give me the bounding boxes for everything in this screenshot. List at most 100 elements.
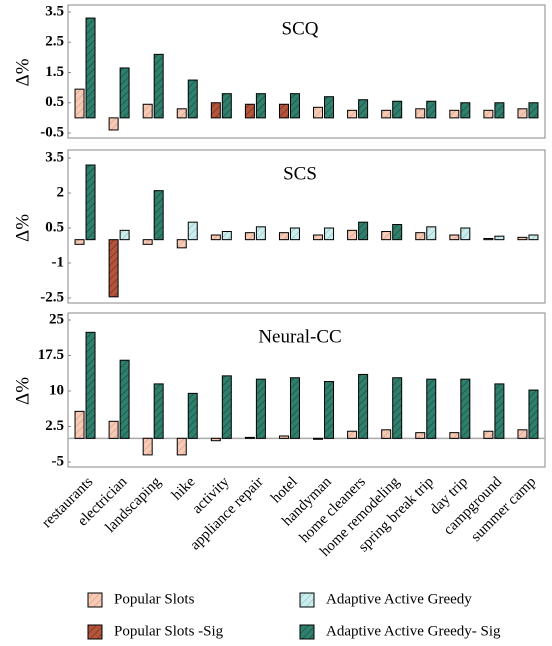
bar — [108, 420, 119, 439]
bar — [449, 109, 460, 119]
bar — [176, 108, 187, 119]
y-tick-label: 2.5 — [45, 418, 64, 434]
legend-swatch — [299, 592, 315, 608]
bar — [528, 234, 539, 241]
bar — [108, 239, 119, 298]
bar — [244, 103, 255, 119]
bar — [289, 227, 300, 241]
legend-label: Adaptive Active Greedy — [326, 591, 472, 607]
bar — [119, 229, 130, 241]
panel-title: SCQ — [282, 18, 319, 39]
bar — [483, 430, 494, 439]
legend-swatch — [87, 592, 103, 608]
bar — [494, 383, 505, 439]
bar — [289, 377, 300, 439]
bar — [221, 231, 232, 241]
bar — [358, 221, 369, 241]
bar — [244, 232, 255, 241]
legend-swatch — [299, 624, 315, 640]
y-tick-label: 10 — [49, 382, 64, 398]
bar — [460, 102, 471, 119]
bar — [176, 437, 187, 456]
bar — [210, 437, 221, 442]
plot-frame — [67, 149, 546, 304]
bar — [108, 117, 119, 131]
bar — [313, 234, 324, 241]
bar — [517, 236, 528, 241]
bar — [415, 108, 426, 119]
bar — [517, 108, 528, 119]
legend-label: Popular Slots -Sig — [114, 623, 224, 639]
bar — [221, 93, 232, 119]
bar — [324, 227, 335, 241]
bar — [119, 67, 130, 119]
bar — [426, 100, 437, 119]
y-tick-label: 1.5 — [45, 64, 64, 80]
y-tick-label: 3.5 — [45, 149, 64, 165]
bar — [528, 102, 539, 119]
bar — [119, 359, 130, 439]
bar — [460, 378, 471, 439]
bar — [187, 392, 198, 439]
y-tick-label: 2.5 — [45, 34, 64, 50]
bar — [381, 231, 392, 241]
bar — [347, 109, 358, 119]
panel-title: Neural-CC — [258, 326, 341, 347]
bar — [142, 103, 153, 119]
bar — [392, 377, 403, 439]
bar — [324, 96, 335, 119]
bar — [255, 378, 266, 439]
bar — [74, 239, 85, 245]
bar — [187, 79, 198, 119]
bar — [358, 373, 369, 439]
y-tick-label: -2.5 — [40, 289, 64, 305]
y-tick-label: -0.5 — [40, 124, 64, 140]
y-axis-label: Δ% — [12, 58, 33, 86]
bar — [74, 88, 85, 119]
x-tick-label: hike — [169, 474, 199, 504]
bar — [221, 375, 232, 439]
bar — [153, 383, 164, 439]
bar — [358, 99, 369, 119]
bar — [494, 235, 505, 241]
bar — [347, 229, 358, 241]
bar — [278, 435, 289, 439]
bar — [449, 234, 460, 241]
bar — [153, 53, 164, 119]
bar — [210, 102, 221, 119]
bar — [392, 224, 403, 241]
bar — [74, 410, 85, 439]
bar — [347, 430, 358, 439]
legend-label: Adaptive Active Greedy- Sig — [326, 623, 501, 639]
bar — [528, 389, 539, 439]
bar — [187, 221, 198, 241]
bar — [483, 238, 494, 241]
y-tick-label: -1 — [52, 254, 65, 270]
bar — [255, 226, 266, 241]
bar — [324, 381, 335, 439]
bar — [392, 100, 403, 119]
bar — [313, 106, 324, 119]
y-tick-label: -5 — [52, 453, 65, 469]
y-tick-label: 0.5 — [45, 219, 64, 235]
bar — [85, 164, 96, 241]
bar — [381, 429, 392, 439]
bar — [255, 93, 266, 119]
panel-title: SCS — [283, 163, 317, 184]
bar — [415, 432, 426, 439]
bar — [278, 103, 289, 119]
bar — [278, 232, 289, 241]
plot-frame — [67, 312, 546, 468]
y-tick-label: 17.5 — [38, 347, 64, 363]
bar — [415, 232, 426, 241]
bar — [176, 239, 187, 249]
bar — [142, 437, 153, 456]
bar — [153, 190, 164, 241]
legend-label: Popular Slots — [114, 591, 195, 607]
bar — [494, 102, 505, 119]
bar — [517, 429, 528, 439]
legend-swatch — [87, 624, 103, 640]
bar — [142, 239, 153, 245]
y-tick-label: 2 — [57, 184, 65, 200]
